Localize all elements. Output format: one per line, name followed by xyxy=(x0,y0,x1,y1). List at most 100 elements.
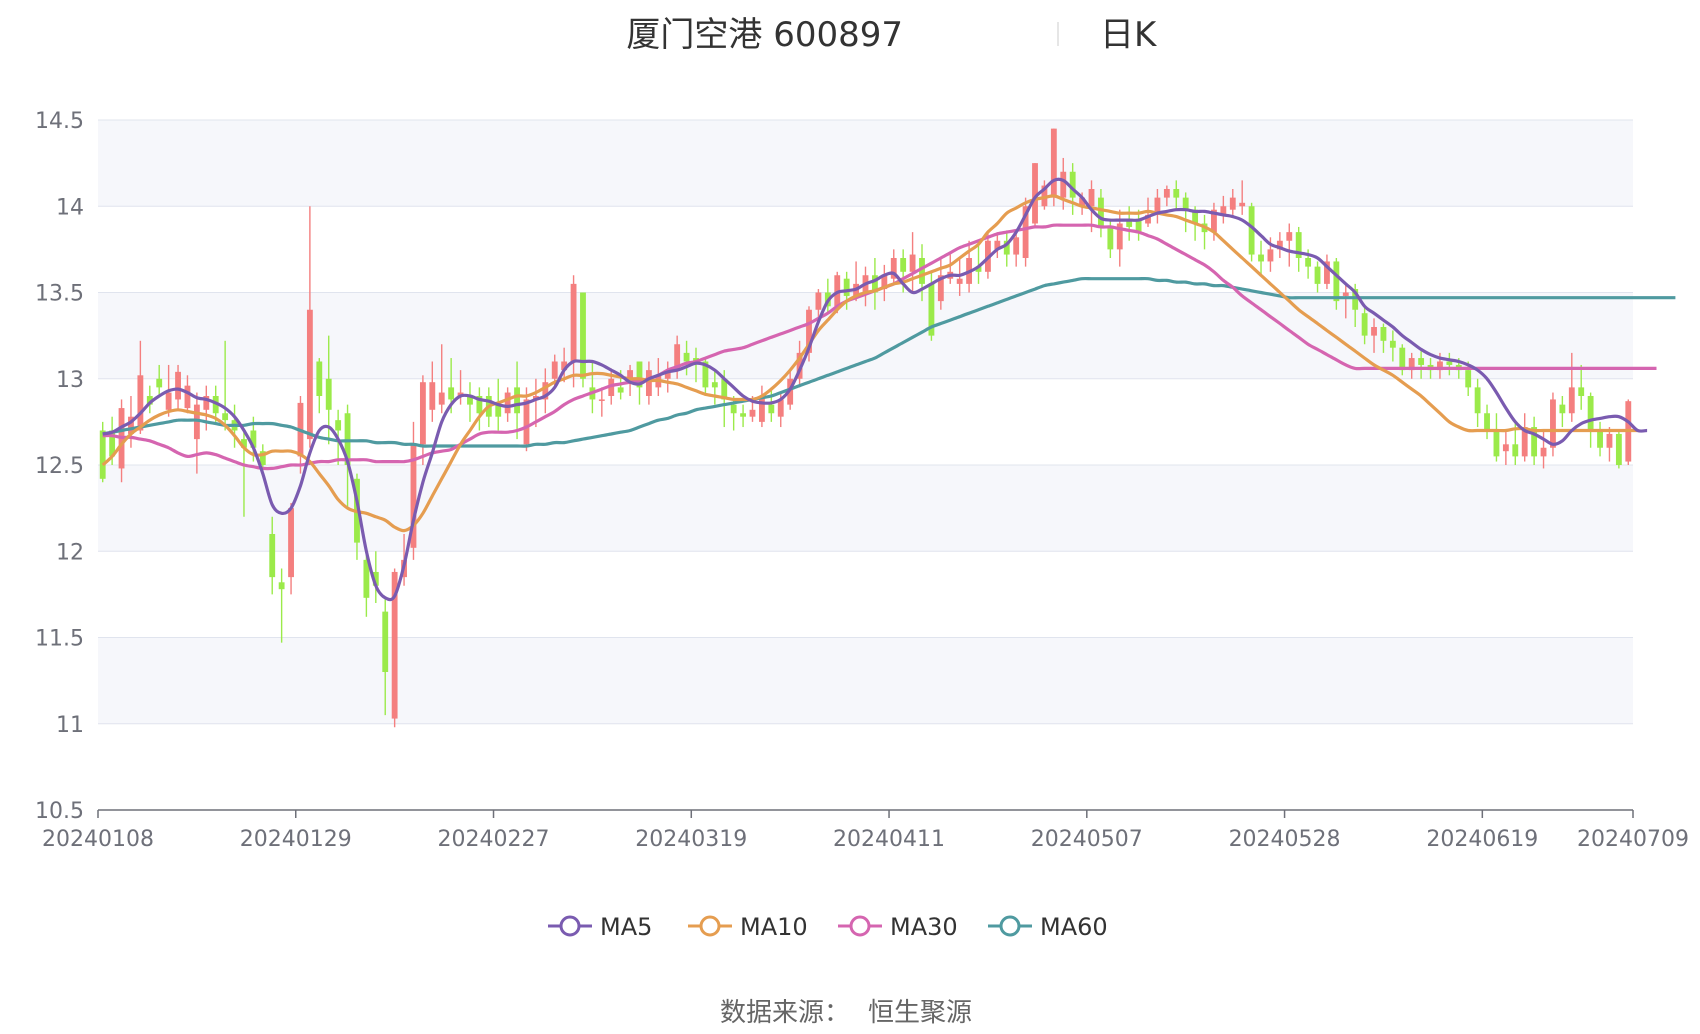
x-tick-label: 20240129 xyxy=(240,827,352,852)
legend-item-ma5[interactable]: MA5 xyxy=(600,913,652,941)
candle-body-down xyxy=(146,396,153,405)
candle-body-up xyxy=(815,292,822,310)
candle-body-down xyxy=(1248,206,1255,255)
candle-body-up xyxy=(777,399,784,417)
candle-body-up xyxy=(128,416,134,434)
candle-body-down xyxy=(843,278,850,296)
candle-body-up xyxy=(758,396,765,422)
candle-body-down xyxy=(1380,327,1387,341)
candle-body-up xyxy=(410,444,417,548)
candle-body-down xyxy=(702,361,709,388)
legend-item-ma10[interactable]: MA10 xyxy=(740,913,808,941)
candle-body-down xyxy=(382,611,389,672)
candle-body-down xyxy=(693,358,699,362)
candle-body-up xyxy=(504,392,511,414)
candle-body-up xyxy=(175,371,181,400)
candle-body-down xyxy=(1389,340,1396,348)
candle-body-down xyxy=(1559,404,1566,414)
ma5-line xyxy=(102,177,1648,602)
candle-body-down xyxy=(156,378,163,388)
grid-band xyxy=(98,465,1633,552)
y-tick-label: 14.5 xyxy=(35,109,84,134)
plot-area: 10.5 11 11.5 12 12.5 13 13.5 14 14.5 20240108 2024… xyxy=(35,109,1689,852)
legend-marker xyxy=(699,915,721,937)
candle-body-up xyxy=(1032,163,1038,224)
candle-body-down xyxy=(514,387,520,414)
grid-band xyxy=(98,120,1633,207)
legend-item-ma60[interactable]: MA60 xyxy=(1040,913,1108,941)
candle-body-up xyxy=(796,352,803,379)
x-tick-label: 20240319 xyxy=(635,827,747,852)
candle-body-down xyxy=(1314,266,1321,284)
candle-body-down xyxy=(316,361,323,396)
candle-body-down xyxy=(871,275,878,293)
candle-body-up xyxy=(1154,197,1161,215)
candle-body-up xyxy=(1521,427,1528,457)
candle-body-down xyxy=(1484,413,1490,431)
candle-body-up xyxy=(1229,197,1236,210)
candle-body-down xyxy=(222,413,229,421)
candle-body-down xyxy=(1465,370,1472,388)
candle-body-up xyxy=(598,399,605,401)
candle-body-down xyxy=(448,387,455,400)
candle-body-up xyxy=(1220,206,1227,215)
candle-body-up xyxy=(1145,214,1151,224)
chart-title: 厦门空港 600897 xyxy=(626,15,903,55)
candle-body-down xyxy=(278,582,285,590)
candle-body-up xyxy=(203,396,210,410)
candle-body-up xyxy=(1239,202,1246,207)
candle-body-down xyxy=(1512,444,1519,457)
candle-body-up xyxy=(1502,444,1509,452)
candle-body-down xyxy=(269,534,276,578)
candle-body-down xyxy=(1587,396,1594,431)
candle-body-down xyxy=(721,378,728,400)
candle-body-up xyxy=(542,382,549,400)
candle-body-down xyxy=(1098,197,1104,227)
candle-body-up xyxy=(994,240,1001,250)
candle-body-down xyxy=(1399,347,1406,371)
candle-body-down xyxy=(683,352,690,362)
candle-body-up xyxy=(193,404,200,440)
candle-body-down xyxy=(476,396,483,414)
candle-body-up xyxy=(1022,206,1029,258)
source-value: 恒生聚源 xyxy=(868,998,972,1028)
period-tab[interactable]: 日K xyxy=(1100,15,1158,55)
candle-body-up xyxy=(165,392,172,410)
candle-body-down xyxy=(1069,171,1076,198)
candle-body-down xyxy=(259,451,266,465)
candle-body-up xyxy=(627,370,633,379)
candle-body-up xyxy=(1371,327,1377,336)
candle-body-down xyxy=(1597,430,1603,448)
candle-body-up xyxy=(1060,171,1067,198)
y-tick-label: 14 xyxy=(56,195,84,220)
candle-body-down xyxy=(1135,220,1142,233)
candle-body-up xyxy=(1267,249,1274,262)
candle-body-up xyxy=(1276,240,1283,250)
y-tick-label: 11.5 xyxy=(35,627,84,652)
candle-body-down xyxy=(1305,258,1312,267)
y-tick-label: 12 xyxy=(56,540,84,565)
candle-body-down xyxy=(1615,433,1622,465)
candle-body-up xyxy=(749,409,756,417)
candle-body-up xyxy=(1116,223,1123,250)
candle-body-down xyxy=(363,559,370,598)
candle-body-down xyxy=(1446,361,1453,365)
candle-body-down xyxy=(344,413,351,465)
legend-item-ma30[interactable]: MA30 xyxy=(890,913,958,941)
candle-body-up xyxy=(288,508,294,578)
candle-body-down xyxy=(740,413,746,417)
candle-body-down xyxy=(372,571,379,586)
candle-body-up xyxy=(1568,387,1575,414)
candle-body-down xyxy=(250,430,257,448)
candle-body-up xyxy=(184,385,191,409)
candle-body-up xyxy=(956,278,963,284)
candle-body-up xyxy=(909,254,916,272)
candle-body-up xyxy=(1079,197,1086,207)
candle-body-down xyxy=(495,404,502,417)
candle-body-up xyxy=(429,382,436,410)
candle-body-down xyxy=(1173,189,1180,198)
candle-body-down xyxy=(580,292,586,379)
candle-body-down xyxy=(1192,209,1199,224)
